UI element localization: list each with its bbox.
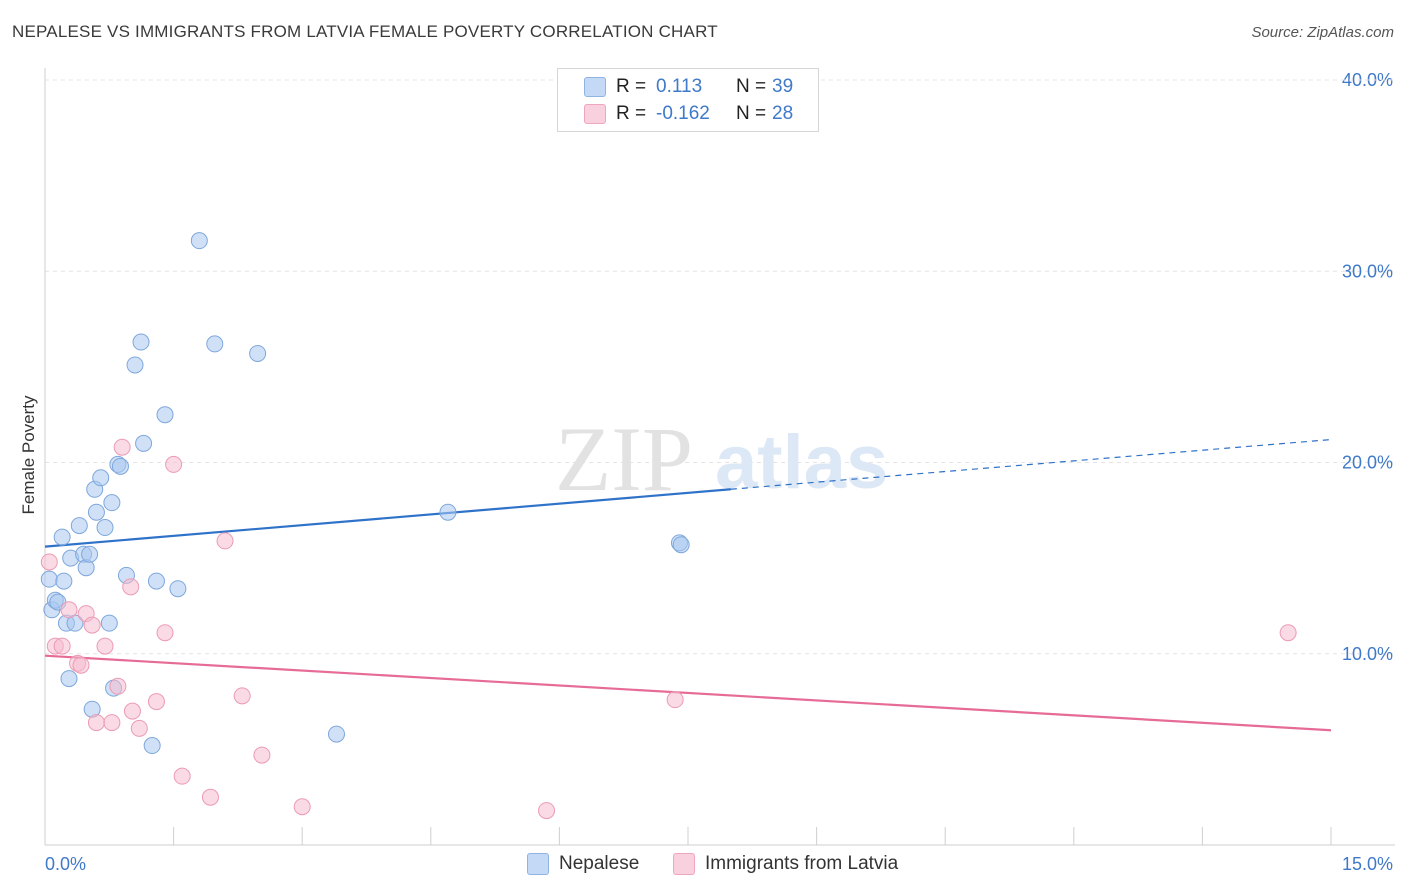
nepalese-point bbox=[327, 725, 345, 743]
nepalese-point bbox=[190, 232, 208, 250]
y-axis-label: Female Poverty bbox=[19, 395, 38, 515]
data-points bbox=[40, 232, 1297, 820]
nepalese-point bbox=[169, 580, 187, 598]
nepalese-point bbox=[100, 614, 118, 632]
nepalese-point bbox=[126, 356, 144, 374]
latvia-point bbox=[87, 714, 105, 732]
latvia-trend-line bbox=[44, 654, 1332, 732]
legend-swatch-latvia bbox=[584, 104, 606, 124]
nepalese-trend-extension bbox=[730, 438, 1332, 490]
latvia-point bbox=[72, 656, 90, 674]
nepalese-point bbox=[143, 737, 161, 755]
trend-lines bbox=[44, 438, 1332, 732]
nepalese-point bbox=[111, 457, 129, 475]
nepalese-point bbox=[156, 406, 174, 424]
nepalese-point bbox=[96, 519, 114, 537]
latvia-point bbox=[233, 687, 251, 705]
latvia-point bbox=[156, 624, 174, 642]
latvia-point bbox=[113, 438, 131, 456]
latvia-point bbox=[103, 714, 121, 732]
legend-row-nepalese: R = 0.113 N = 39 bbox=[584, 75, 793, 99]
latvia-point bbox=[83, 616, 101, 634]
latvia-point bbox=[96, 637, 114, 655]
nepalese-point bbox=[147, 572, 165, 590]
latvia-point bbox=[216, 532, 234, 550]
bottom-legend-swatch-nepalese bbox=[527, 853, 549, 875]
x-tick-label-min: 0.0% bbox=[45, 854, 86, 874]
legend-r-value: -0.162 bbox=[656, 103, 710, 124]
bottom-legend-swatch-latvia bbox=[673, 853, 695, 875]
legend-n-value: 39 bbox=[772, 76, 794, 97]
stats-legend: R = 0.113 N = 39 R = -0.162 N = 28 bbox=[557, 68, 819, 132]
latvia-point bbox=[122, 578, 140, 596]
latvia-point bbox=[253, 746, 271, 764]
watermark-atlas: atlas bbox=[715, 420, 888, 505]
latvia-point bbox=[60, 601, 78, 619]
latvia-point bbox=[130, 719, 148, 737]
nepalese-point bbox=[87, 503, 105, 521]
legend-row-latvia: R = -0.162 N = 28 bbox=[584, 102, 793, 126]
nepalese-trend-line bbox=[44, 488, 731, 548]
bottom-legend-latvia: Immigrants from Latvia bbox=[673, 851, 898, 877]
legend-n-label: N = bbox=[736, 76, 767, 97]
y-tick-label: 10.0% bbox=[1342, 644, 1393, 664]
legend-n-label: N = bbox=[736, 103, 767, 124]
nepalese-point bbox=[92, 469, 110, 487]
latvia-point bbox=[165, 455, 183, 473]
y-tick-label: 30.0% bbox=[1342, 261, 1393, 281]
latvia-point bbox=[538, 802, 556, 820]
legend-swatch-nepalese bbox=[584, 77, 606, 97]
latvia-point bbox=[666, 691, 684, 709]
watermark-zip: ZIP bbox=[555, 408, 693, 510]
nepalese-point bbox=[132, 333, 150, 351]
nepalese-point bbox=[53, 528, 71, 546]
nepalese-point bbox=[672, 536, 690, 554]
nepalese-point bbox=[60, 670, 78, 688]
nepalese-point bbox=[103, 494, 121, 512]
nepalese-point bbox=[249, 344, 267, 362]
latvia-point bbox=[173, 767, 191, 785]
bottom-legend-label-nepalese: Nepalese bbox=[559, 853, 640, 874]
legend-r-label: R = bbox=[616, 103, 647, 124]
latvia-point bbox=[293, 798, 311, 816]
latvia-point bbox=[123, 702, 141, 720]
nepalese-point bbox=[135, 434, 153, 452]
grid: 10.0%20.0%30.0%40.0% bbox=[45, 70, 1395, 664]
y-tick-label: 20.0% bbox=[1342, 453, 1393, 473]
latvia-point bbox=[109, 677, 127, 695]
latvia-point bbox=[40, 553, 58, 571]
nepalese-point bbox=[206, 335, 224, 353]
legend-r-label: R = bbox=[616, 76, 647, 97]
latvia-point bbox=[201, 788, 219, 806]
chart-title: NEPALESE VS IMMIGRANTS FROM LATVIA FEMAL… bbox=[12, 22, 718, 41]
legend-n-value: 28 bbox=[772, 103, 794, 124]
latvia-point bbox=[53, 637, 71, 655]
latvia-point bbox=[1279, 624, 1297, 642]
nepalese-point bbox=[70, 517, 88, 535]
source-label: Source: ZipAtlas.com bbox=[1251, 24, 1394, 41]
bottom-legend-label-latvia: Immigrants from Latvia bbox=[705, 853, 899, 874]
nepalese-point bbox=[55, 572, 73, 590]
legend-r-value: 0.113 bbox=[656, 76, 703, 97]
nepalese-point bbox=[439, 503, 457, 521]
latvia-point bbox=[147, 693, 165, 711]
nepalese-point bbox=[81, 545, 99, 563]
axes: 0.0% 15.0% bbox=[44, 68, 1395, 874]
x-tick-label-max: 15.0% bbox=[1342, 854, 1393, 874]
nepalese-point bbox=[40, 570, 58, 588]
watermark: ZIP atlas bbox=[555, 408, 888, 510]
bottom-legend-nepalese: Nepalese bbox=[527, 851, 639, 877]
